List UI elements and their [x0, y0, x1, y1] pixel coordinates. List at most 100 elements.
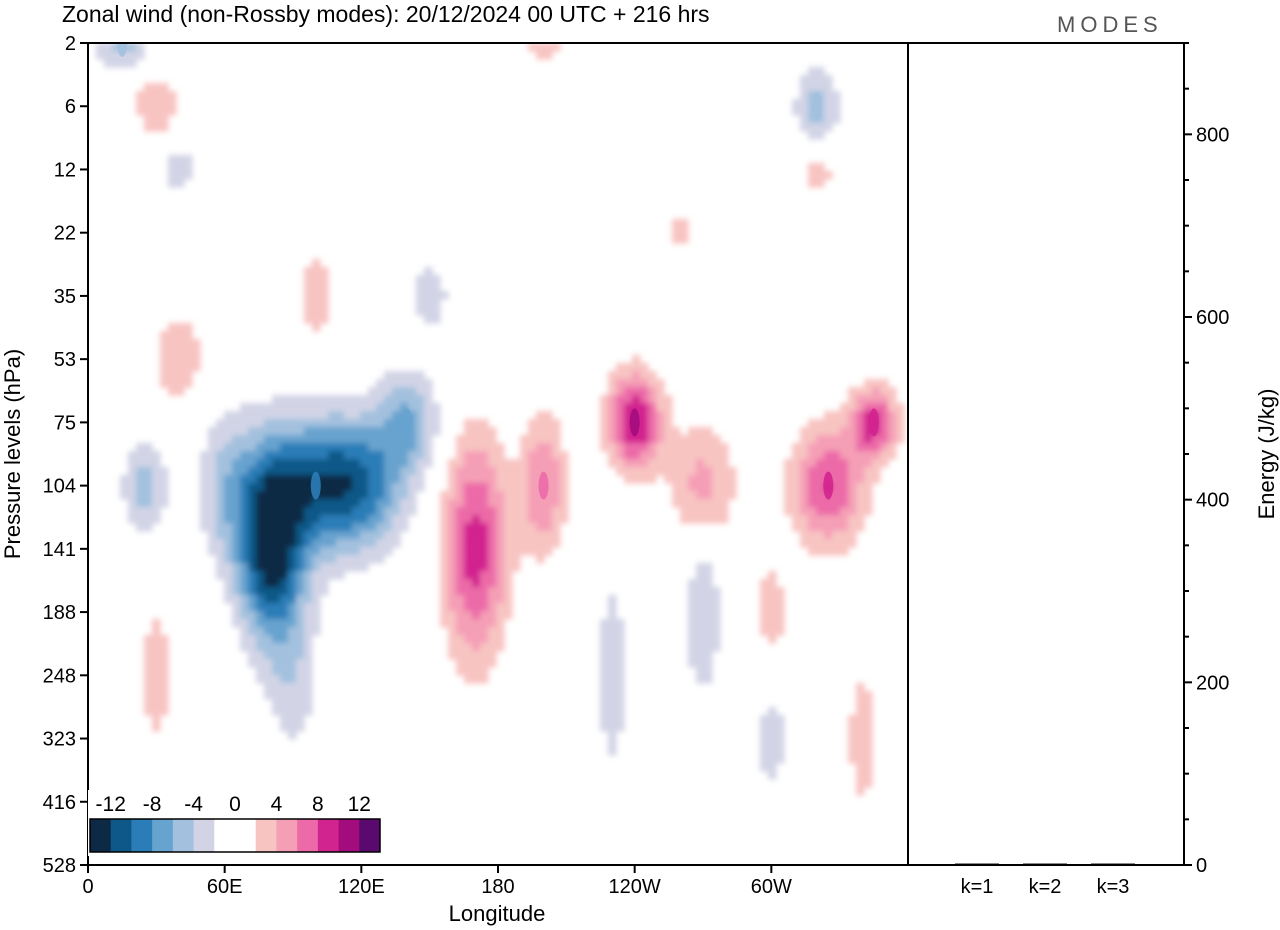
heatmap-cell [448, 579, 457, 588]
heatmap-cell [320, 275, 329, 284]
heatmap-cell [248, 507, 257, 516]
heatmap-cell [160, 475, 169, 484]
heatmap-cell [448, 483, 457, 492]
heatmap-cell [608, 747, 617, 756]
heatmap-cell [224, 523, 233, 532]
heatmap-cell [480, 643, 489, 652]
heatmap-cell [312, 403, 321, 412]
heatmap-cell [272, 659, 281, 668]
heatmap-cell [288, 651, 297, 660]
heatmap-cell [384, 459, 393, 468]
heatmap-cell [496, 627, 505, 636]
heatmap-feature [265, 534, 276, 563]
heatmap-cell [504, 555, 513, 564]
heatmap-cell [832, 99, 841, 108]
heatmap-cell [720, 491, 729, 500]
heatmap-cell [320, 427, 329, 436]
heatmap-cell [384, 467, 393, 476]
heatmap-cell [208, 459, 217, 468]
heatmap-cell [440, 571, 449, 580]
heatmap-cell [688, 619, 697, 628]
heatmap-cell [456, 459, 465, 468]
heatmap-cell [232, 491, 241, 500]
heatmap-cell [888, 451, 897, 460]
heatmap-cell [536, 523, 545, 532]
heatmap-cell [240, 459, 249, 468]
heatmap-cell [848, 499, 857, 508]
heatmap-cell [808, 499, 817, 508]
heatmap-cell [184, 379, 193, 388]
heatmap-cell [256, 435, 265, 444]
heatmap-cell [328, 507, 337, 516]
heatmap-cell [648, 395, 657, 404]
heatmap-cell [448, 459, 457, 468]
heatmap-cell [264, 435, 273, 444]
heatmap-cell [232, 459, 241, 468]
heatmap-cell [432, 291, 441, 300]
heatmap-cell [600, 699, 609, 708]
energy-tick-label: 600 [1196, 307, 1229, 329]
heatmap-cell [856, 491, 865, 500]
heatmap-cell [344, 411, 353, 420]
heatmap-cell [240, 483, 249, 492]
y-tick-label: 75 [54, 412, 76, 434]
heatmap-cell [720, 451, 729, 460]
heatmap-cell [792, 107, 801, 116]
heatmap-cell [304, 587, 313, 596]
heatmap-cell [616, 635, 625, 644]
heatmap-cell [704, 627, 713, 636]
heatmap-cell [384, 515, 393, 524]
heatmap-cell [688, 659, 697, 668]
heatmap-cell [344, 403, 353, 412]
heatmap-cell [288, 571, 297, 580]
heatmap-cell [224, 491, 233, 500]
heatmap-cell [232, 563, 241, 572]
heatmap-cell [656, 467, 665, 476]
heatmap-cell [384, 523, 393, 532]
heatmap-cell [248, 411, 257, 420]
heatmap-cell [136, 51, 145, 60]
heatmap-cell [704, 667, 713, 676]
heatmap-cell [288, 731, 297, 740]
heatmap-cell [704, 507, 713, 516]
heatmap-cell [496, 635, 505, 644]
heatmap-cell [472, 651, 481, 660]
heatmap-cell [544, 547, 553, 556]
heatmap-cell [240, 491, 249, 500]
heatmap-cell [256, 411, 265, 420]
heatmap-cell [176, 363, 185, 372]
heatmap-cell [656, 395, 665, 404]
heatmap-cell [864, 699, 873, 708]
heatmap-cell [304, 275, 313, 284]
heatmap-cell [488, 475, 497, 484]
heatmap-cell [240, 435, 249, 444]
heatmap-cell [712, 491, 721, 500]
heatmap-cell [256, 427, 265, 436]
heatmap-cell [440, 579, 449, 588]
heatmap-cell [256, 539, 265, 548]
heatmap-cell [864, 507, 873, 516]
heatmap-cell [280, 419, 289, 428]
heatmap-cell [208, 523, 217, 532]
heatmap-cell [848, 739, 857, 748]
heatmap-cell [456, 483, 465, 492]
heatmap-cell [360, 443, 369, 452]
heatmap-cell [600, 715, 609, 724]
heatmap-cell [656, 435, 665, 444]
heatmap-cell [352, 427, 361, 436]
heatmap-cell [224, 419, 233, 428]
heatmap-cell [552, 515, 561, 524]
heatmap-cell [304, 699, 313, 708]
heatmap-cell [864, 387, 873, 396]
heatmap-cell [768, 603, 777, 612]
heatmap-cell [144, 699, 153, 708]
heatmap-cell [136, 467, 145, 476]
heatmap-cell [688, 515, 697, 524]
heatmap-cell [696, 443, 705, 452]
heatmap-cell [352, 435, 361, 444]
heatmap-cell [152, 115, 161, 124]
heatmap-cell [704, 483, 713, 492]
heatmap-cell [296, 579, 305, 588]
heatmap-cell [832, 467, 841, 476]
heatmap-cell [144, 459, 153, 468]
